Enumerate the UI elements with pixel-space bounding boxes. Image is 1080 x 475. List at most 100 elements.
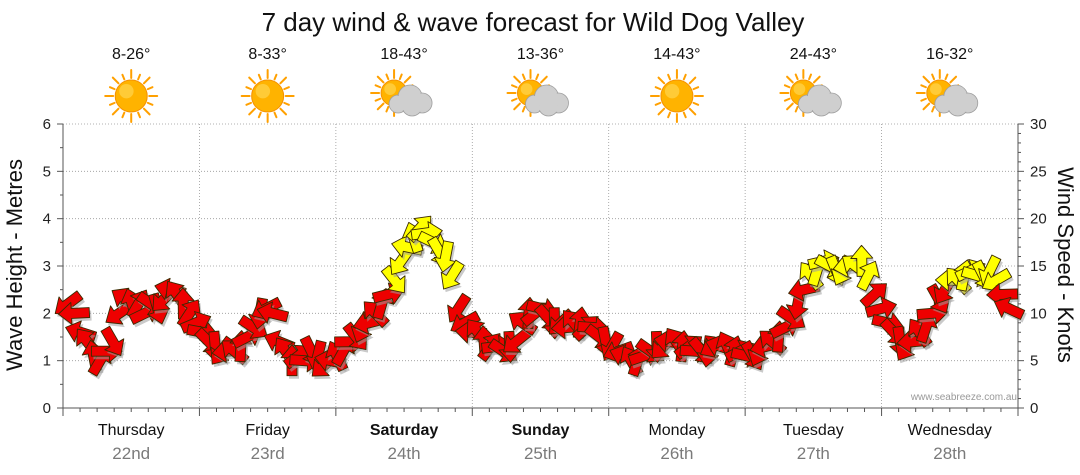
partly-cloudy-icon [370,69,433,117]
y-tick-label-right: 15 [1030,258,1047,275]
cloud-shape [388,84,433,117]
arrow-head [440,259,465,290]
day-date-label: 22nd [112,444,150,463]
y-tick-label-right: 30 [1030,116,1047,133]
sun-icon [104,69,159,123]
arrow-head [100,325,125,357]
day-name-label: Thursday [98,422,165,439]
wind-arrow [859,283,889,312]
cloud-fill [539,97,558,115]
sun-ray [374,84,382,89]
wind-arrow [856,260,882,295]
cloud-fill [403,97,422,115]
sun-ray [786,75,794,84]
day-name-label: Saturday [370,422,439,439]
sun-highlight [384,83,397,95]
sun-ray [783,84,791,89]
cloud-shape [934,84,979,117]
arrow-head [380,264,406,294]
sun-ray [146,101,154,106]
sun-ray [137,73,142,81]
arrow-head [994,296,1026,320]
y-tick-label-left: 6 [43,116,51,133]
y-tick-label-left: 4 [43,211,51,228]
arrow-head [256,301,290,324]
partly-cloudy-icon [915,69,979,117]
sun-ray [794,105,799,113]
sun-ray [273,111,278,119]
sun-ray [692,101,700,106]
temp-range-label: 16-32° [926,46,973,63]
day-date-label: 25th [524,444,557,463]
partly-cloudy-icon [506,69,569,117]
sun-ray [692,86,700,91]
temp-range-label: 8-33° [248,46,286,63]
sun-ray [137,111,142,119]
sun-ray [245,101,253,106]
axes: 0 1 2 3 4 5 6 0 5 10 15 20 25 30 [43,116,1047,417]
sun-ray [248,76,256,85]
sun-ray [248,107,256,116]
wind-arrows [54,215,1027,380]
partly-cloudy-icon [779,69,842,117]
sun-ray [654,86,662,91]
sun-ray [279,76,288,85]
sun-ray [511,84,518,89]
sun-ray [142,107,151,116]
sun-ray [273,73,278,81]
sun-ray [667,73,672,81]
wind-arrow [256,301,291,327]
day-date-label: 23rd [251,444,285,463]
sun-ray [922,75,931,84]
arrow-head [859,283,887,309]
sun-ray [657,76,666,85]
sun-ray [931,73,936,81]
sun-ray [376,75,385,84]
arrow-head [864,296,897,319]
sun-ray [108,86,116,91]
sun-ray [808,73,813,81]
wind-arrow [57,302,92,328]
day-labels: Thursday 22nd Friday 23rd Saturday 24th Sunday… [98,422,992,463]
sun-ray [398,73,403,81]
arrow-head [57,302,91,325]
arrow-head [856,260,880,292]
y-tick-label-left: 0 [43,400,51,417]
sun-ray [257,111,262,119]
sun-ray [682,111,687,119]
sun-ray [121,73,126,81]
sun-ray [374,97,382,102]
sun-ray [783,97,791,102]
temp-range-label: 24-43° [790,46,837,63]
sun-ray [540,75,548,84]
day-date-label: 28th [933,444,966,463]
sun-highlight [119,84,134,99]
sun-ray [111,76,120,85]
sun-ray [385,105,390,113]
sun-ray [949,75,958,84]
cloud-fill [812,97,831,115]
sun-ray [283,101,290,106]
day-date-label: 24th [388,444,421,463]
temp-range-label: 14-43° [653,46,700,63]
sun-ray [922,102,931,111]
cloud-shape [797,84,842,117]
y-tick-label-right: 20 [1030,211,1047,228]
y-tick-label-right: 5 [1030,353,1038,370]
sun-highlight [793,83,806,95]
sun-ray [654,101,662,106]
chart-title: 7 day wind & wave forecast for Wild Dog … [262,7,805,37]
sun-icon [240,69,295,123]
sun-ray [142,76,151,85]
y-tick-label-left: 2 [43,305,51,322]
sun-highlight [664,84,680,99]
day-date-label: 26th [660,444,693,463]
sun-ray [511,97,518,102]
sun-ray [521,73,526,81]
sun-ray [688,107,697,116]
arrow-head [447,292,472,323]
sun-ray [403,75,412,84]
day-name-label: Tuesday [783,422,844,439]
day-name-label: Monday [648,422,705,439]
